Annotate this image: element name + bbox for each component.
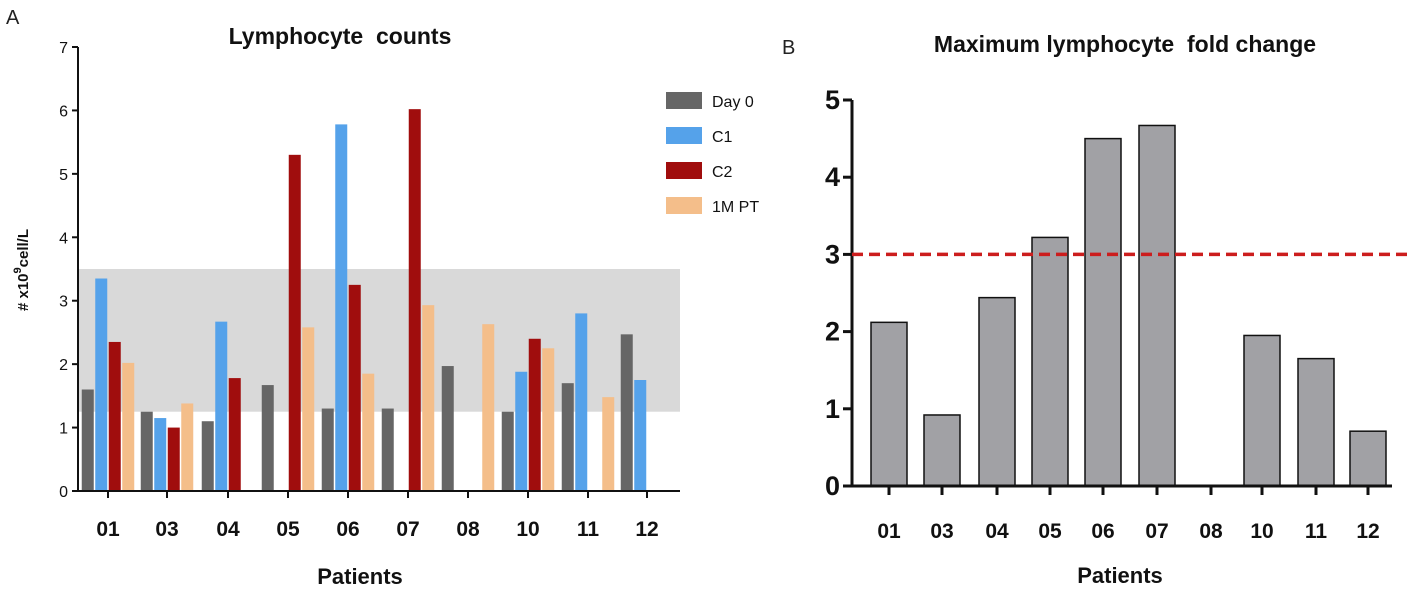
y-tick-label: 1 bbox=[59, 421, 68, 438]
fold-change-bar-patient-12 bbox=[1349, 430, 1387, 487]
bar-c2-patient-06 bbox=[348, 284, 361, 491]
fold-change-bar-patient-04 bbox=[978, 296, 1016, 487]
x-tick-label-01: 01 bbox=[877, 520, 901, 543]
legend-swatch-c1 bbox=[666, 127, 702, 144]
y-tick-label: 4 bbox=[825, 162, 840, 192]
legend-swatch-day-0 bbox=[666, 92, 702, 109]
panel-b-letter: B bbox=[782, 37, 795, 59]
y-tick-label: 3 bbox=[59, 294, 68, 311]
x-tick-label-12: 12 bbox=[1356, 520, 1379, 543]
bar-c1-patient-12 bbox=[634, 380, 647, 491]
x-tick-label-06: 06 bbox=[336, 518, 359, 541]
x-tick-label-01: 01 bbox=[96, 518, 120, 541]
fold-change-bar-patient-03 bbox=[923, 414, 961, 487]
bar-day-0-patient-03 bbox=[140, 411, 153, 491]
panel-a-letter: A bbox=[6, 7, 20, 29]
y-tick-label: 1 bbox=[825, 394, 840, 424]
panel-a-x-axis-label: Patients bbox=[317, 564, 403, 589]
bar-1m-pt-patient-07 bbox=[422, 305, 435, 491]
x-tick-label-08: 08 bbox=[456, 518, 480, 541]
legend-label-c2: C2 bbox=[712, 164, 733, 181]
bar-day-0-patient-11 bbox=[561, 383, 574, 491]
x-tick-label-04: 04 bbox=[985, 520, 1009, 543]
panel-b-fold-change: B Maximum lymphocyte fold change 012345 … bbox=[782, 31, 1412, 588]
bar-c1-patient-06 bbox=[335, 124, 348, 491]
bar-day-0-patient-04 bbox=[201, 421, 214, 491]
x-tick-label-07: 07 bbox=[1145, 520, 1168, 543]
bar-day-0-patient-06 bbox=[321, 408, 334, 491]
x-tick-label-10: 10 bbox=[516, 518, 539, 541]
bar-c1-patient-03 bbox=[154, 418, 167, 491]
x-tick-label-05: 05 bbox=[276, 518, 300, 541]
bar-c2-patient-03 bbox=[167, 427, 180, 491]
bar-1m-pt-patient-10 bbox=[542, 348, 555, 491]
y-tick-label: 5 bbox=[825, 85, 840, 115]
y-axis-label-superscript: 9 bbox=[12, 267, 24, 273]
bar-c1-patient-10 bbox=[515, 371, 528, 491]
y-tick-label: 2 bbox=[825, 317, 840, 347]
bar-c2-patient-10 bbox=[528, 338, 541, 491]
bar-day-0-patient-10 bbox=[501, 411, 514, 491]
fold-change-bar-patient-10 bbox=[1243, 334, 1281, 487]
panel-a-legend: Day 0 C1 C2 1M PT bbox=[666, 92, 759, 216]
x-tick-label-08: 08 bbox=[1199, 520, 1223, 543]
bar-1m-pt-patient-08 bbox=[482, 324, 495, 491]
bar-c2-patient-07 bbox=[408, 109, 421, 491]
legend-label-1m-pt: 1M PT bbox=[712, 199, 759, 216]
bar-1m-pt-patient-03 bbox=[181, 403, 194, 491]
x-tick-label-05: 05 bbox=[1038, 520, 1062, 543]
x-tick-label-03: 03 bbox=[155, 518, 178, 541]
x-tick-label-11: 11 bbox=[1305, 520, 1328, 543]
x-tick-label-11: 11 bbox=[577, 518, 600, 541]
panel-a-title: Lymphocyte counts bbox=[229, 23, 452, 49]
bar-day-0-patient-08 bbox=[441, 366, 454, 491]
y-axis-label-prefix: # x10 bbox=[15, 273, 32, 311]
bar-c1-patient-11 bbox=[575, 313, 588, 491]
panel-b-x-axis-label: Patients bbox=[1077, 563, 1163, 588]
bar-1m-pt-patient-01 bbox=[122, 362, 135, 491]
legend-swatch-1m-pt bbox=[666, 197, 702, 214]
fold-change-bar-patient-06 bbox=[1084, 137, 1122, 487]
panel-a-y-axis-label: # x109cell/L bbox=[12, 229, 32, 311]
bar-1m-pt-patient-06 bbox=[362, 373, 375, 491]
y-tick-label: 0 bbox=[59, 484, 68, 501]
x-tick-label-12: 12 bbox=[635, 518, 658, 541]
y-tick-label: 4 bbox=[59, 230, 68, 247]
normal-range-band bbox=[79, 269, 680, 412]
legend-swatch-c2 bbox=[666, 162, 702, 179]
legend-label-day-0: Day 0 bbox=[712, 94, 754, 111]
y-tick-label: 5 bbox=[59, 167, 68, 184]
bar-c1-patient-01 bbox=[95, 278, 108, 491]
y-tick-label: 7 bbox=[59, 40, 68, 57]
bar-c2-patient-04 bbox=[228, 378, 241, 491]
bar-1m-pt-patient-05 bbox=[302, 327, 315, 491]
bar-day-0-patient-12 bbox=[620, 334, 633, 491]
y-tick-label: 2 bbox=[59, 357, 68, 374]
x-tick-label-04: 04 bbox=[216, 518, 240, 541]
x-tick-label-03: 03 bbox=[930, 520, 953, 543]
y-tick-label: 3 bbox=[825, 239, 840, 269]
legend-label-c1: C1 bbox=[712, 129, 733, 146]
x-tick-label-06: 06 bbox=[1091, 520, 1114, 543]
x-tick-label-10: 10 bbox=[1250, 520, 1273, 543]
fold-change-bar-patient-07 bbox=[1138, 124, 1176, 487]
fold-change-bar-patient-01 bbox=[870, 321, 908, 487]
y-tick-label: 0 bbox=[825, 471, 840, 501]
bar-day-0-patient-05 bbox=[261, 385, 274, 491]
bar-c1-patient-04 bbox=[215, 321, 228, 491]
bar-1m-pt-patient-11 bbox=[602, 397, 615, 491]
fold-change-bar-patient-05 bbox=[1031, 236, 1069, 487]
fold-change-bar-patient-11 bbox=[1297, 357, 1335, 487]
x-tick-label-07: 07 bbox=[396, 518, 419, 541]
bar-day-0-patient-07 bbox=[381, 408, 394, 491]
panel-b-title: Maximum lymphocyte fold change bbox=[934, 31, 1316, 57]
bar-c2-patient-05 bbox=[288, 154, 301, 492]
bar-day-0-patient-01 bbox=[81, 389, 94, 491]
y-axis-label-suffix: cell/L bbox=[15, 229, 32, 267]
y-tick-label: 6 bbox=[59, 103, 68, 120]
bar-c2-patient-01 bbox=[108, 341, 121, 491]
